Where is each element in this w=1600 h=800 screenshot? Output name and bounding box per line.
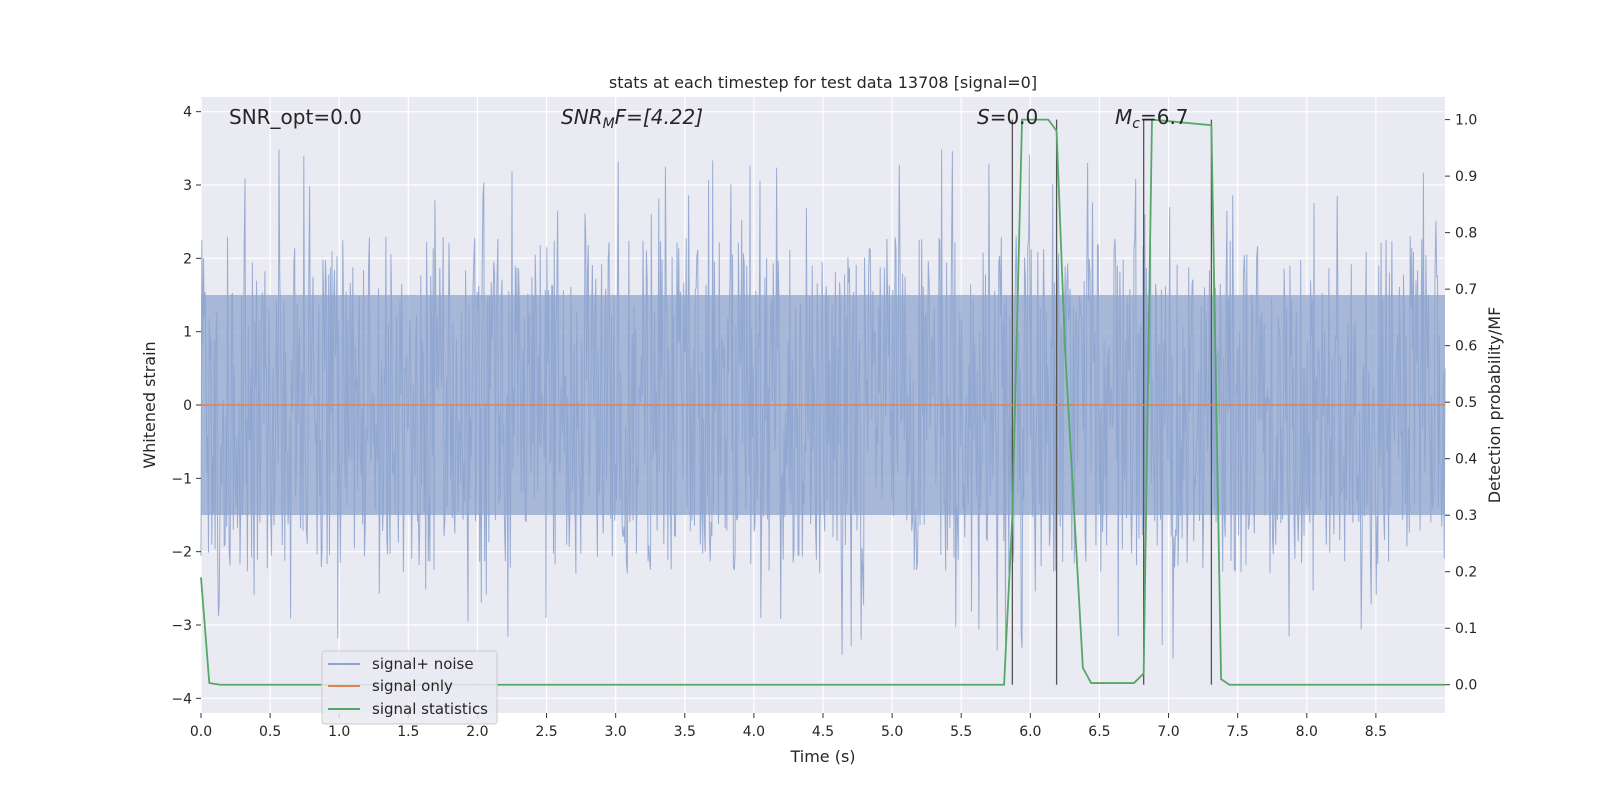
annotation-snr-mf: SNRMF=[4.22] <box>561 105 703 132</box>
legend: signal+ noise signal only signal statist… <box>321 650 498 725</box>
vertical-markers <box>1011 119 1213 685</box>
y-left-tick-label: 4 <box>183 105 192 121</box>
y-left-tick-label: 1 <box>183 325 192 341</box>
y-right-tick-label: 0.7 <box>1455 282 1477 298</box>
legend-label-statistics: signal statistics <box>372 700 488 718</box>
x-tick-label: 4.5 <box>812 724 834 740</box>
x-tick-labels: 0.0 0.5 1.0 1.5 2.0 2.5 3.0 3.5 4.0 4.5 5.0 5.5 6.0 6… <box>190 713 1387 740</box>
y-right-tick-label: 0.5 <box>1455 395 1477 411</box>
y-axis-label-right: Detection probability/MF <box>1485 307 1504 504</box>
x-tick-label: 3.0 <box>605 724 627 740</box>
y-left-tick-labels: 4 3 2 1 0 −1 −2 −3 −4 <box>171 105 201 707</box>
x-tick-label: 2.5 <box>535 724 557 740</box>
y-left-tick-label: −1 <box>171 471 192 487</box>
signal-statistics-line <box>200 118 1445 686</box>
y-left-tick-label: 0 <box>183 398 192 414</box>
y-right-tick-label: 0.2 <box>1455 565 1477 581</box>
legend-label-signal: signal only <box>372 677 453 695</box>
y-right-tick-label: 0.3 <box>1455 508 1477 524</box>
x-tick-label: 5.5 <box>950 724 972 740</box>
y-axis-label-left: Whitened strain <box>140 341 159 468</box>
x-tick-label: 1.5 <box>397 724 419 740</box>
x-tick-label: 2.0 <box>466 724 488 740</box>
x-tick-label: 8.0 <box>1296 724 1318 740</box>
x-tick-label: 6.0 <box>1019 724 1041 740</box>
y-right-tick-label: 1.0 <box>1455 113 1477 129</box>
annotation-snr-opt: SNR_opt=0.0 <box>229 105 362 129</box>
x-tick-label: 3.5 <box>674 724 696 740</box>
y-right-tick-label: 0.9 <box>1455 169 1477 185</box>
y-right-tick-label: 0.4 <box>1455 452 1477 468</box>
y-left-tick-label: −3 <box>171 618 192 634</box>
line-series <box>200 118 1445 686</box>
y-left-tick-label: −2 <box>171 545 192 561</box>
y-right-tick-labels: 1.0 0.9 0.8 0.7 0.6 0.5 0.4 0.3 0.2 0.1 0.0 <box>1445 113 1477 694</box>
legend-label-noise: signal+ noise <box>372 655 474 673</box>
chart-title: stats at each timestep for test data 137… <box>609 73 1037 92</box>
annotation-s: S=0.0 <box>977 105 1038 129</box>
legend-box <box>321 650 498 725</box>
y-right-tick-label: 0.8 <box>1455 226 1477 242</box>
x-tick-label: 8.5 <box>1365 724 1387 740</box>
y-left-tick-label: −4 <box>171 691 192 707</box>
x-tick-label: 5.0 <box>881 724 903 740</box>
x-tick-label: 1.0 <box>328 724 350 740</box>
y-left-tick-label: 3 <box>183 178 192 194</box>
x-tick-label: 6.5 <box>1088 724 1110 740</box>
x-tick-label: 4.0 <box>743 724 765 740</box>
x-tick-label: 7.5 <box>1227 724 1249 740</box>
x-tick-label: 7.0 <box>1157 724 1179 740</box>
annotation-mc: Mc=6.7 <box>1115 105 1189 132</box>
y-right-tick-label: 0.6 <box>1455 339 1477 355</box>
x-tick-label: 0.0 <box>190 724 212 740</box>
x-axis-label: Time (s) <box>789 747 855 766</box>
y-right-tick-label: 0.0 <box>1455 678 1477 694</box>
y-right-tick-label: 0.1 <box>1455 621 1477 637</box>
y-left-tick-label: 2 <box>183 251 192 267</box>
x-tick-label: 0.5 <box>259 724 281 740</box>
